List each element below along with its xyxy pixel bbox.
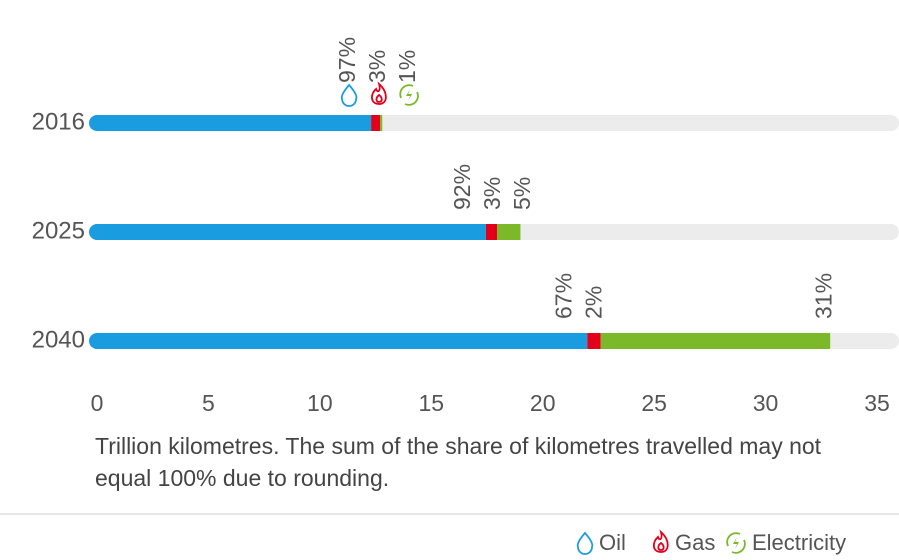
share-label: 31%	[810, 273, 836, 319]
legend-label: Oil	[599, 530, 626, 555]
share-label: 97%	[334, 37, 360, 83]
note: Trillion kilometres. The sum of the shar…	[95, 433, 822, 491]
category-label: 2025	[32, 217, 85, 244]
x-tick-label: 35	[864, 390, 890, 416]
electricity-icon	[726, 532, 746, 554]
bar-segment	[600, 333, 831, 349]
x-tick-label: 25	[641, 390, 667, 416]
oil-icon	[576, 531, 594, 555]
share-label: 67%	[550, 273, 576, 319]
share-label: 5%	[509, 177, 535, 210]
bar-segment	[97, 224, 486, 240]
share-label: 3%	[479, 177, 505, 210]
electricity-bolt	[406, 89, 413, 101]
x-tick-label: 5	[202, 390, 215, 416]
x-tick-label: 15	[418, 390, 444, 416]
electricity-bolt	[733, 537, 739, 549]
x-tick-label: 30	[753, 390, 779, 416]
bar-segment	[380, 115, 383, 131]
x-tick-label: 20	[530, 390, 556, 416]
category-label: 2040	[32, 326, 85, 353]
bar-segment	[371, 115, 381, 131]
electricity-icon	[399, 84, 419, 106]
bar-segment	[97, 115, 372, 131]
x-tick-label: 0	[91, 390, 104, 416]
oil-icon	[340, 83, 358, 107]
share-label: 2%	[581, 286, 607, 319]
bar-segment	[97, 333, 588, 349]
legend-label: Gas	[675, 530, 715, 555]
bar-segment	[587, 333, 601, 349]
x-tick-label: 10	[307, 390, 333, 416]
share-label: 3%	[364, 50, 390, 83]
share-label: 92%	[449, 164, 475, 210]
bar-segment	[485, 224, 498, 240]
bar-segment	[497, 224, 521, 240]
gas-icon	[371, 81, 387, 105]
legend-label: Electricity	[752, 530, 846, 555]
category-label: 2016	[32, 108, 85, 135]
share-label: 1%	[394, 50, 420, 83]
gas-icon	[652, 529, 669, 553]
